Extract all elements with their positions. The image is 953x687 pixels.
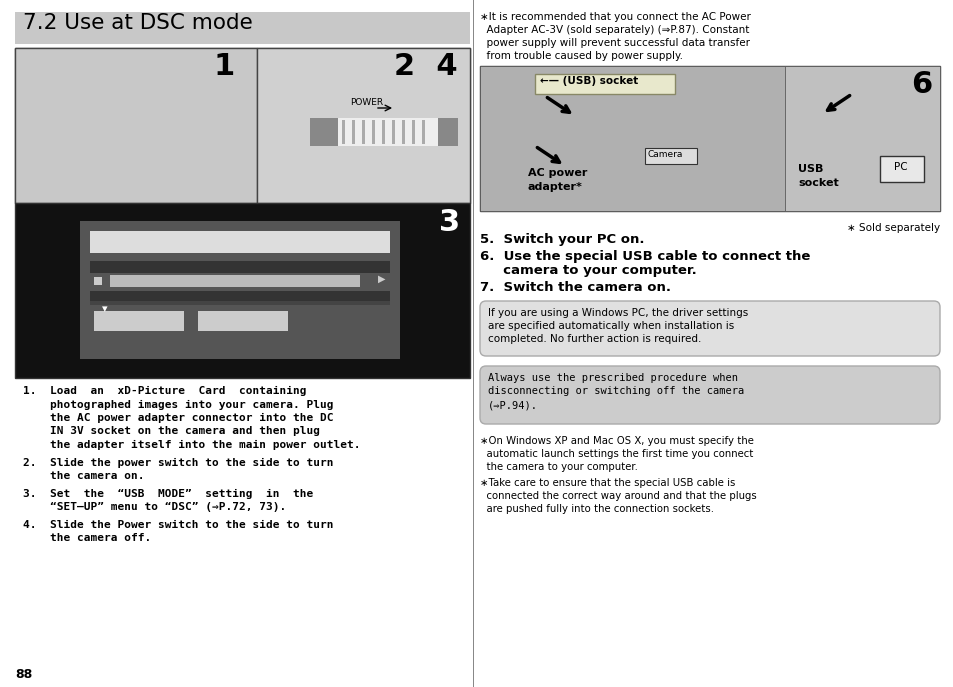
Text: (⇒P.94).: (⇒P.94). xyxy=(488,400,537,410)
FancyBboxPatch shape xyxy=(479,366,939,424)
Text: 1.  Load  an  xD-Picture  Card  containing: 1. Load an xD-Picture Card containing xyxy=(23,386,306,396)
Bar xyxy=(352,120,355,144)
Bar xyxy=(80,221,399,359)
Text: 4.  Slide the Power switch to the side to turn: 4. Slide the Power switch to the side to… xyxy=(23,519,334,530)
Bar xyxy=(437,118,457,146)
Bar xyxy=(372,120,375,144)
Text: 5.  Switch your PC on.: 5. Switch your PC on. xyxy=(479,233,644,246)
Text: POWER: POWER xyxy=(350,98,383,107)
Text: Camera: Camera xyxy=(647,150,682,159)
Text: AC power: AC power xyxy=(527,168,587,178)
Bar xyxy=(361,120,365,144)
Bar xyxy=(256,48,470,203)
Text: If you are using a Windows PC, the driver settings: If you are using a Windows PC, the drive… xyxy=(488,308,747,318)
Bar xyxy=(15,48,470,203)
Bar xyxy=(15,48,256,203)
Text: the AC power adapter connector into the DC: the AC power adapter connector into the … xyxy=(23,413,334,423)
Text: automatic launch settings the first time you connect: automatic launch settings the first time… xyxy=(479,449,753,459)
Text: Always use the prescribed procedure when: Always use the prescribed procedure when xyxy=(488,373,738,383)
Text: 7.2 Use at DSC mode: 7.2 Use at DSC mode xyxy=(23,13,253,33)
Text: USB: USB xyxy=(797,164,822,174)
Text: ←— (USB) socket: ←— (USB) socket xyxy=(539,76,638,86)
Text: the adapter itself into the main power outlet.: the adapter itself into the main power o… xyxy=(23,440,360,450)
Text: 6.  Use the special USB cable to connect the: 6. Use the special USB cable to connect … xyxy=(479,250,809,263)
Text: photographed images into your camera. Plug: photographed images into your camera. Pl… xyxy=(23,400,334,409)
Bar xyxy=(198,311,288,331)
Text: 1: 1 xyxy=(213,52,234,81)
Text: ∗Take care to ensure that the special USB cable is: ∗Take care to ensure that the special US… xyxy=(479,478,735,488)
Bar xyxy=(392,120,395,144)
Bar xyxy=(473,0,474,687)
Bar xyxy=(479,66,784,211)
Text: completed. No further action is required.: completed. No further action is required… xyxy=(488,334,700,344)
Bar xyxy=(90,273,390,291)
Bar xyxy=(90,301,390,305)
Bar xyxy=(337,118,437,146)
Text: socket: socket xyxy=(797,178,838,188)
Bar xyxy=(90,231,390,253)
Bar xyxy=(879,156,923,182)
Bar xyxy=(341,120,345,144)
Bar xyxy=(479,66,939,211)
Bar xyxy=(94,311,184,331)
Text: ∗ Sold separately: ∗ Sold separately xyxy=(846,223,939,233)
Text: 3: 3 xyxy=(438,208,459,237)
Bar xyxy=(110,275,359,287)
Bar xyxy=(15,203,470,378)
FancyBboxPatch shape xyxy=(479,301,939,356)
Text: adapter*: adapter* xyxy=(527,182,582,192)
Bar xyxy=(15,12,470,44)
Text: connected the correct way around and that the plugs: connected the correct way around and tha… xyxy=(479,491,756,501)
Bar xyxy=(94,277,102,285)
Text: disconnecting or switching off the camera: disconnecting or switching off the camer… xyxy=(488,386,743,396)
Text: ∗It is recommended that you connect the AC Power: ∗It is recommended that you connect the … xyxy=(479,12,750,22)
Text: from trouble caused by power supply.: from trouble caused by power supply. xyxy=(479,51,682,61)
Text: are specified automatically when installation is: are specified automatically when install… xyxy=(488,321,734,331)
Text: are pushed fully into the connection sockets.: are pushed fully into the connection soc… xyxy=(479,504,713,514)
Text: the camera to your computer.: the camera to your computer. xyxy=(479,462,638,472)
Text: “SET–UP” menu to “DSC” (⇒P.72, 73).: “SET–UP” menu to “DSC” (⇒P.72, 73). xyxy=(23,502,286,512)
Text: ▾: ▾ xyxy=(102,304,108,314)
Text: IN 3V socket on the camera and then plug: IN 3V socket on the camera and then plug xyxy=(23,427,319,436)
Bar xyxy=(310,118,337,146)
Text: power supply will prevent successful data transfer: power supply will prevent successful dat… xyxy=(479,38,749,48)
Text: camera to your computer.: camera to your computer. xyxy=(479,264,696,277)
Text: ∗On Windows XP and Mac OS X, you must specify the: ∗On Windows XP and Mac OS X, you must sp… xyxy=(479,436,753,446)
Text: 6: 6 xyxy=(910,70,931,99)
Bar xyxy=(90,256,390,261)
Bar xyxy=(421,120,424,144)
Bar xyxy=(644,148,697,164)
Bar xyxy=(381,120,385,144)
Text: 7.  Switch the camera on.: 7. Switch the camera on. xyxy=(479,281,670,294)
Text: 3.  Set  the  “USB  MODE”  setting  in  the: 3. Set the “USB MODE” setting in the xyxy=(23,488,313,499)
Bar xyxy=(90,261,390,301)
Bar xyxy=(535,74,675,94)
Bar xyxy=(412,120,415,144)
Text: the camera on.: the camera on. xyxy=(23,471,144,481)
Text: PC: PC xyxy=(893,162,906,172)
Text: the camera off.: the camera off. xyxy=(23,533,152,543)
Bar xyxy=(784,66,939,211)
Bar xyxy=(401,120,405,144)
Text: 88: 88 xyxy=(15,668,32,681)
Text: ▶: ▶ xyxy=(377,274,385,284)
Text: 2.  Slide the power switch to the side to turn: 2. Slide the power switch to the side to… xyxy=(23,458,334,468)
Text: Adapter AC-3V (sold separately) (⇒P.87). Constant: Adapter AC-3V (sold separately) (⇒P.87).… xyxy=(479,25,749,35)
Text: 2  4: 2 4 xyxy=(394,52,457,81)
